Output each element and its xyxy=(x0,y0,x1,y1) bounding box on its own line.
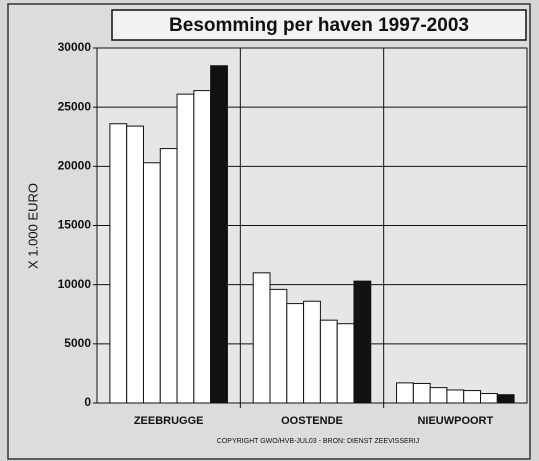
chart-title: Besomming per haven 1997-2003 xyxy=(169,15,469,36)
y-tick-label: 10000 xyxy=(58,277,92,291)
y-tick-label: 20000 xyxy=(58,159,92,173)
bar xyxy=(319,319,338,404)
bar xyxy=(193,90,212,404)
y-axis-label: X 1.000 EURO xyxy=(25,183,40,269)
y-tick-label: 0 xyxy=(84,395,91,409)
y-tick-label: 25000 xyxy=(58,99,92,113)
bar xyxy=(109,123,128,404)
bar xyxy=(303,300,321,404)
bar xyxy=(336,323,355,404)
x-tick-label: NIEUWPOORT xyxy=(417,415,493,427)
bar xyxy=(176,93,195,404)
bar xyxy=(496,394,515,404)
bar xyxy=(396,382,414,404)
bar xyxy=(429,387,448,404)
bar xyxy=(480,393,498,404)
bar xyxy=(463,390,482,404)
bar xyxy=(353,280,372,404)
bar xyxy=(286,303,305,404)
bar xyxy=(269,288,288,404)
footnote: COPYRIGHT GWO/HVB-JUL03 - BRON: DIENST Z… xyxy=(217,438,419,445)
y-tick-label: 5000 xyxy=(64,336,91,350)
bar xyxy=(252,272,271,404)
bar xyxy=(446,389,465,404)
bar xyxy=(126,125,144,404)
x-tick-label: OOSTENDE xyxy=(281,415,343,427)
y-tick-label: 15000 xyxy=(58,218,92,232)
x-tick-label: ZEEBRUGGE xyxy=(134,415,204,427)
bar xyxy=(142,162,161,404)
bar xyxy=(159,148,178,404)
bar xyxy=(412,382,431,404)
bar xyxy=(210,65,228,404)
y-tick-label: 30000 xyxy=(58,40,92,54)
title-box xyxy=(111,9,527,41)
